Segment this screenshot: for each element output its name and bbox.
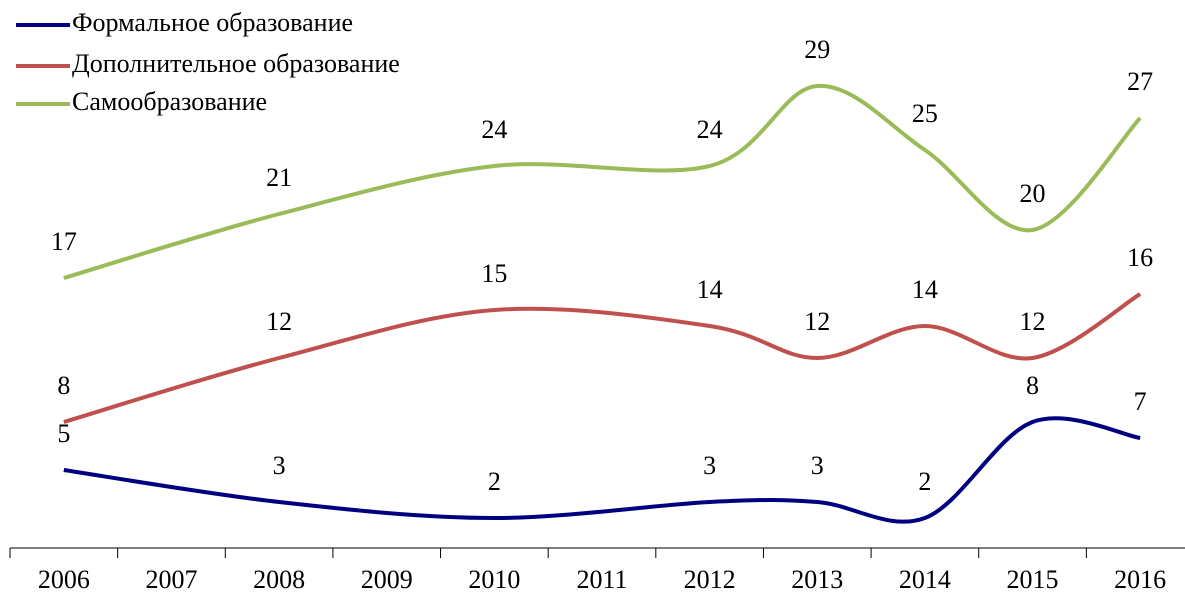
data-label: 8 (57, 371, 70, 400)
series-line (63, 292, 1142, 424)
x-tick-label: 2014 (899, 565, 951, 594)
data-label: 27 (1127, 67, 1153, 96)
data-label: 29 (804, 35, 830, 64)
x-tick-label: 2006 (38, 565, 90, 594)
legend-label: Дополнительное образование (72, 49, 400, 78)
data-label: 24 (697, 115, 723, 144)
data-label: 7 (1134, 387, 1147, 416)
x-tick-label: 2010 (468, 565, 520, 594)
data-label: 24 (481, 115, 507, 144)
data-label: 20 (1020, 179, 1046, 208)
data-label: 15 (481, 259, 507, 288)
data-label: 25 (912, 99, 938, 128)
x-tick-label: 2012 (684, 565, 736, 594)
data-label: 17 (51, 227, 77, 256)
data-label: 12 (266, 307, 292, 336)
data-label: 8 (1026, 371, 1039, 400)
data-label: 16 (1127, 243, 1153, 272)
data-label: 14 (697, 275, 723, 304)
series-line (63, 416, 1141, 524)
x-tick-label: 2007 (145, 565, 197, 594)
x-tick-label: 2009 (361, 565, 413, 594)
data-label: 3 (273, 451, 286, 480)
x-tick-label: 2011 (576, 565, 627, 594)
data-label: 3 (703, 451, 716, 480)
data-label: 12 (804, 307, 830, 336)
data-label: 21 (266, 163, 292, 192)
data-label: 14 (912, 275, 938, 304)
x-tick-label: 2013 (791, 565, 843, 594)
data-label: 2 (488, 467, 501, 496)
data-label: 2 (918, 467, 931, 496)
x-tick-label: 2015 (1007, 565, 1059, 594)
legend-label: Формальное образование (72, 8, 353, 37)
series-line (63, 83, 1142, 280)
x-tick-label: 2008 (253, 565, 305, 594)
x-tick-label: 2016 (1114, 565, 1166, 594)
legend-label: Самообразование (72, 87, 267, 116)
data-label: 3 (811, 451, 824, 480)
data-label: 5 (57, 419, 70, 448)
data-label: 12 (1020, 307, 1046, 336)
